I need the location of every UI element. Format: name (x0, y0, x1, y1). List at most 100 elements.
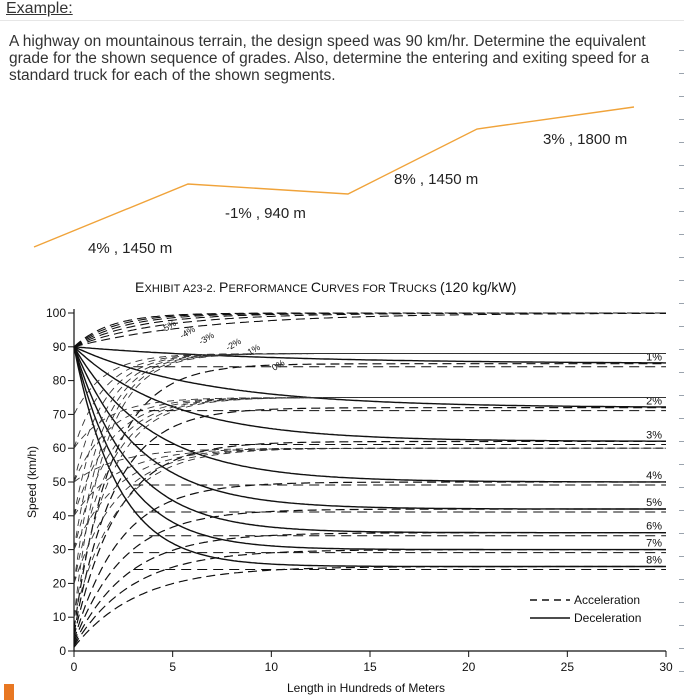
exhibit-title-cap: P (219, 279, 229, 295)
edge-mark (679, 280, 684, 281)
edge-mark (679, 50, 684, 51)
acceleration-curve-label: -4% (178, 324, 197, 341)
deceleration-curve (73, 346, 666, 534)
performance-chart: 0 10 20 30 40 50 60 70 80 90 100 0 5 10 15 20 25 30 Length… (25, 306, 673, 695)
heading-divider (0, 20, 684, 21)
deceleration-curve-label: 8% (646, 555, 662, 567)
edge-mark (679, 372, 684, 373)
acceleration-curve (73, 312, 666, 348)
deceleration-curve-label: 4% (646, 470, 662, 482)
acceleration-curve (73, 353, 666, 449)
acceleration-curve (73, 508, 666, 643)
acceleration-curve (73, 353, 666, 550)
acceleration-curve (73, 447, 666, 550)
y-tick-label: 40 (53, 509, 67, 523)
acceleration-curve (73, 440, 666, 638)
edge-mark (679, 625, 684, 626)
acceleration-curve-label: -2% (224, 336, 243, 353)
deceleration-curve (73, 346, 666, 568)
deceleration-curve-label: 1% (646, 352, 662, 364)
edge-mark (679, 211, 684, 212)
edge-mark (679, 671, 684, 672)
y-tick-label: 60 (53, 441, 67, 455)
acceleration-curve-label: 0% (270, 358, 286, 373)
segment-label-2: -1% , 940 m (225, 205, 306, 222)
acceleration-curve (73, 397, 666, 550)
legend-deceleration-label: Deceleration (574, 611, 641, 625)
y-tick-label: 90 (53, 340, 67, 354)
y-tick-label: 80 (53, 374, 67, 388)
grade-profile (33, 106, 635, 248)
edge-mark (679, 602, 684, 603)
deceleration-curve (73, 346, 666, 483)
segment-label-4: 3% , 1800 m (543, 131, 628, 148)
edge-mark (679, 303, 684, 304)
edge-mark (679, 142, 684, 143)
acceleration-curve (73, 353, 666, 483)
exhibit-title-lead: E (135, 279, 145, 295)
x-tick-label: 15 (363, 660, 377, 674)
edge-mark (679, 73, 684, 74)
exhibit-title-cap: C (310, 279, 322, 295)
edge-mark (679, 487, 684, 488)
edge-mark (679, 395, 684, 396)
acceleration-curve (73, 407, 666, 634)
acceleration-curve-label: -3% (197, 330, 216, 347)
y-axis-title: Speed (km/h) (25, 446, 39, 518)
y-tick-label: 0 (59, 644, 66, 658)
edge-mark (679, 579, 684, 580)
x-axis-title: Length in Hundreds of Meters (287, 681, 445, 695)
x-tick-label: 20 (462, 660, 476, 674)
legend-acceleration-label: Acceleration (574, 593, 640, 607)
exhibit-title-part: ERFORMANCE (228, 283, 311, 295)
grade-profile-line (33, 106, 635, 248)
x-tick-label: 25 (561, 660, 575, 674)
edge-mark (679, 257, 684, 258)
problem-statement: A highway on mountainous terrain, the de… (9, 33, 650, 84)
acceleration-curve (73, 397, 666, 449)
exhibit-title: EXHIBIT A23-2. PERFORMANCE CURVES FOR TR… (135, 279, 517, 295)
acceleration-curve (73, 353, 666, 415)
edge-mark (679, 188, 684, 189)
deceleration-curve-label: 3% (646, 429, 662, 441)
y-tick-label: 70 (53, 407, 67, 421)
exhibit-title-part: XHIBIT A23-2. (144, 283, 220, 295)
acceleration-curve (73, 312, 666, 348)
x-tick-label: 30 (659, 660, 673, 674)
x-tick-label: 5 (169, 660, 176, 674)
acceleration-curve (73, 312, 666, 348)
edge-mark (679, 234, 684, 235)
acceleration-curve (73, 481, 666, 641)
edge-mark (679, 441, 684, 442)
edge-mark (679, 510, 684, 511)
acceleration-curve (73, 565, 666, 648)
segment-label-3: 8% , 1450 m (394, 171, 479, 188)
acceleration-curve (73, 397, 666, 584)
edge-mark (679, 464, 684, 465)
x-tick-label: 0 (71, 660, 78, 674)
x-tick-label: 10 (265, 660, 279, 674)
example-heading: Example: (6, 0, 73, 17)
edge-mark (679, 533, 684, 534)
slide-accent-mark (4, 684, 14, 700)
deceleration-curve (73, 346, 666, 408)
segment-label-1: 4% , 1450 m (88, 240, 173, 257)
slide-edge-marks (678, 30, 684, 700)
acceleration-curve (73, 549, 666, 647)
deceleration-curve-label: 5% (646, 497, 662, 509)
exhibit-title-part: RUCKS (397, 283, 440, 295)
deceleration-curve-label: 7% (646, 538, 662, 550)
edge-mark (679, 648, 684, 649)
edge-mark (679, 349, 684, 350)
y-tick-label: 100 (46, 306, 66, 320)
edge-mark (679, 165, 684, 166)
edge-mark (679, 556, 684, 557)
edge-mark (679, 326, 684, 327)
acceleration-curve (73, 353, 666, 516)
edge-mark (679, 418, 684, 419)
exhibit-title-part: URVES FOR (321, 283, 390, 295)
acceleration-curve (73, 363, 666, 630)
deceleration-curve (73, 346, 666, 442)
y-tick-label: 50 (53, 475, 67, 489)
edge-mark (679, 96, 684, 97)
